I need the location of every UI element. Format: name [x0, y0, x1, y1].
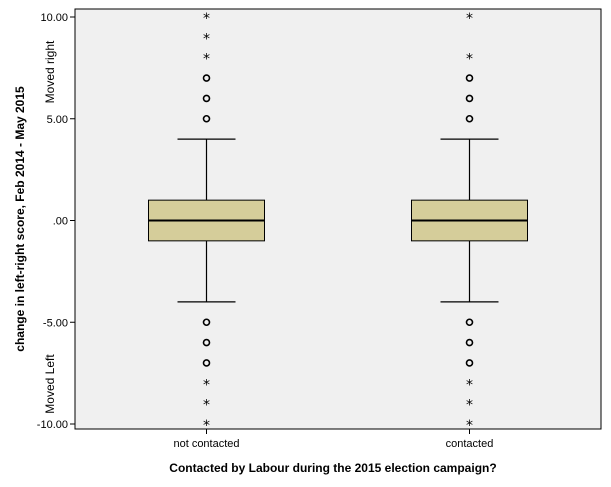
extreme-point: *	[203, 418, 210, 434]
x-axis-title: Contacted by Labour during the 2015 elec…	[169, 461, 496, 475]
outlier-point	[465, 338, 474, 347]
outlier-point	[465, 318, 474, 327]
outlier-point	[465, 359, 474, 367]
extreme-point: *	[466, 377, 473, 393]
outlier-point	[202, 318, 211, 327]
y-tick-label: -5.00	[43, 317, 68, 329]
outlier-point	[202, 359, 211, 367]
box-not-contacted: * * * * * *	[148, 11, 265, 434]
y-tick-label: 5.00	[47, 114, 68, 126]
outlier-point	[465, 114, 474, 123]
y-tick-label: .00	[53, 216, 68, 228]
box-contacted: * * * * *	[411, 11, 528, 434]
outlier-point	[202, 338, 211, 347]
extreme-point: *	[203, 398, 210, 414]
y-axis: 10.00 5.00 .00 -5.00 -10.00	[37, 12, 75, 431]
outlier-point	[202, 114, 211, 123]
extreme-point: *	[203, 11, 210, 27]
extreme-point: *	[466, 52, 473, 68]
x-tick-label: contacted	[446, 438, 494, 450]
outlier-point	[465, 94, 474, 103]
extreme-point: *	[203, 31, 210, 47]
annotation-moved-right: Moved right	[43, 40, 57, 103]
x-axis: not contacted contacted	[173, 429, 493, 450]
outlier-point	[465, 74, 474, 82]
outlier-point	[202, 74, 211, 82]
y-tick-label: -10.00	[37, 419, 68, 431]
extreme-point: *	[466, 11, 473, 27]
extreme-point: *	[203, 377, 210, 393]
y-axis-title: change in left-right score, Feb 2014 - M…	[13, 86, 27, 352]
extreme-point: *	[203, 52, 210, 68]
y-tick-label: 10.00	[40, 12, 68, 24]
extreme-point: *	[466, 418, 473, 434]
outlier-point	[202, 94, 211, 103]
extreme-point: *	[466, 398, 473, 414]
annotation-moved-left: Moved Left	[43, 354, 57, 414]
x-tick-label: not contacted	[173, 438, 239, 450]
boxes-layer: * * * * * * * * * * *	[148, 11, 528, 434]
